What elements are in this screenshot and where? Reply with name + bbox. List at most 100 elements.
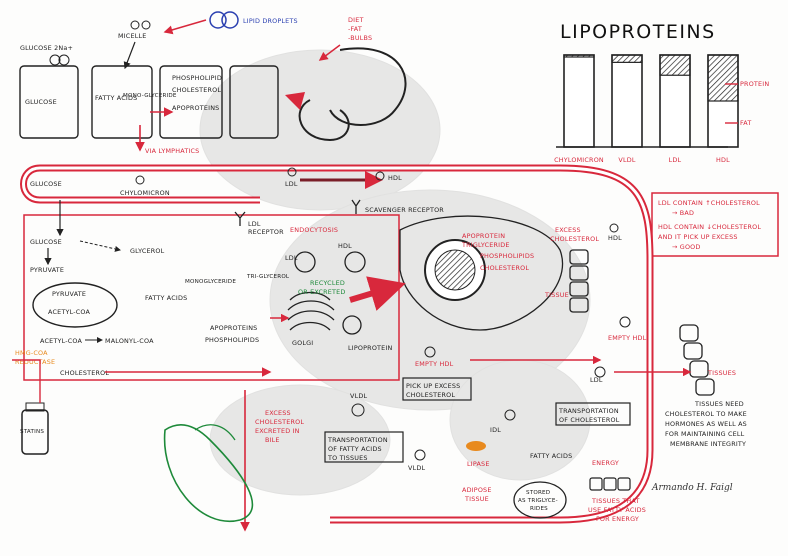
monoglyceride-label-top: MONO-GLYCERIDE <box>123 93 177 99</box>
empty-hdl-right: EMPTY HDL <box>608 334 647 342</box>
bile-excess-3: EXCRETED IN <box>255 427 300 435</box>
liver-cholesterol: CHOLESTEROL <box>480 264 529 272</box>
fat-bar-vldl <box>611 54 643 148</box>
fatty-acids-label-top: FATTY ACIDS <box>95 94 137 102</box>
chylomicron-label: CHYLOMICRON <box>120 189 170 197</box>
fatty-acids-bottom: FATTY ACIDS <box>530 452 572 460</box>
ldl-receptor-2: RECEPTOR <box>248 228 284 236</box>
recycled-1: RECYCLED <box>310 279 345 287</box>
mito-acetyl-coa: ACETYL-COA <box>48 308 91 316</box>
legend-box <box>651 192 779 257</box>
cell-triglycerol: TRI-GLYCEROL <box>246 274 290 280</box>
cell-acetyl-coa: ACETYL-COA <box>40 337 83 345</box>
ldl-top-label: LDL <box>285 180 298 188</box>
category-label-ldl: LDL <box>669 156 682 164</box>
tissues-energy-1: TISSUES THAT <box>591 497 640 505</box>
cell-glucose: GLUCOSE <box>30 238 62 246</box>
protein-bar-chylomicron <box>563 54 595 58</box>
scavenger-receptor-icon <box>351 199 361 214</box>
transport-fa-box <box>324 431 404 463</box>
composition-chart: CHYLOMICRON VLDL LDL HDL <box>554 54 739 164</box>
legend-protein: PROTEIN <box>740 80 769 88</box>
lipoprotein-label: LIPOPROTEIN <box>348 344 392 352</box>
hdl-inside: HDL <box>338 242 352 250</box>
excess-cholesterol-1: EXCESS <box>555 226 581 234</box>
recycled-2: OR EXCRETED <box>298 288 345 296</box>
page-title: LIPOPROTEINS <box>560 21 716 43</box>
mitochondrion <box>32 282 118 328</box>
golgi-label: GOLGI <box>292 339 313 347</box>
tissues-need-5: MEMBRANE INTEGRITY <box>670 440 746 448</box>
scavenger-label: SCAVENGER RECEPTOR <box>365 206 444 214</box>
tissues-energy-3: FOR ENERGY <box>596 515 639 523</box>
tissue-cells <box>569 249 589 313</box>
stored-3: RIDES <box>530 506 548 512</box>
vldl-label-1: VLDL <box>350 392 367 400</box>
category-label-hdl: HDL <box>716 156 730 164</box>
bile-excess-1: EXCESS <box>265 409 291 417</box>
hdl-good: → GOOD <box>672 243 701 251</box>
golgi-icon <box>287 291 335 331</box>
lipid-droplets-label: LIPID DROPLETS <box>243 17 298 25</box>
bile-excess-4: BILE <box>265 436 280 444</box>
hmg-coa-2: REDUCTASE <box>15 358 55 366</box>
lipid-droplet-icon <box>209 11 227 29</box>
tissue-label: TISSUE <box>544 291 569 299</box>
glucose-label-1: GLUCOSE <box>25 98 57 106</box>
cell-phospholipids: PHOSPHOLIPIDS <box>205 336 259 344</box>
diet-bulbs: -BULBS <box>348 34 372 42</box>
statins-label: STATINS <box>20 429 44 435</box>
hdl-label-right: HDL <box>608 234 622 242</box>
tissues-label: TISSUES <box>707 369 736 377</box>
cell-monoglyceride: MONOGLYCERIDE <box>185 279 236 285</box>
ldl-inside: LDL <box>285 254 298 262</box>
hdl-note-2: AND IT PICK UP EXCESS <box>658 233 738 241</box>
arrow-icon <box>285 92 305 110</box>
via-lymphatics-label: VIA LYMPHATICS <box>145 147 199 155</box>
diet-fat: -FAT <box>348 25 362 33</box>
mito-pyruvate: PYRUVATE <box>52 290 86 298</box>
liver-phospholipids: PHOSPHOLIPIDS <box>480 252 534 260</box>
protein-bar-vldl <box>611 54 643 63</box>
tissues-need-2: CHOLESTEROL TO MAKE <box>665 410 747 418</box>
legend-fat: FAT <box>740 119 751 127</box>
stored-2: AS TRIGLYCE- <box>518 498 558 504</box>
ldl-bad: → BAD <box>672 209 694 217</box>
hdl-top-label: HDL <box>388 174 402 182</box>
phospholipid-label: PHOSPHOLIPID <box>172 74 222 82</box>
idl-label: IDL <box>490 426 501 434</box>
adipose-cell-icon <box>513 481 567 519</box>
cell-malonyl-coa: MALONYL-COA <box>105 337 154 345</box>
cell-apoproteins: APOPROTEINS <box>210 324 257 332</box>
cell-pyruvate: PYRUVATE <box>30 266 64 274</box>
bile-excess-2: CHOLESTEROL <box>255 418 304 426</box>
category-label-vldl: VLDL <box>618 156 635 164</box>
lipase-icon <box>466 441 486 451</box>
hmg-coa-1: HMG-COA <box>15 349 48 357</box>
energy-tissue-icon <box>589 477 631 491</box>
liver-apoprotein: APOPROTEIN <box>462 232 505 240</box>
transport-ch-2: OF CHOLESTEROL <box>559 416 620 424</box>
chylomicron-icon <box>135 175 145 185</box>
tissue-chain-icon <box>679 324 715 396</box>
ldl-receptor-icon <box>234 211 246 226</box>
diet-label: DIET <box>348 16 364 24</box>
pick-up-box <box>402 377 472 401</box>
ldl-label-bottom: LDL <box>590 376 603 384</box>
statins-bottle-icon <box>21 409 49 455</box>
tissues-need-1: TISSUES NEED <box>694 400 744 408</box>
cell-glycerol: GLYCEROL <box>130 247 165 255</box>
cholesterol-label-top: CHOLESTEROL <box>172 86 221 94</box>
transport-fa-1: TRANSPORTATION <box>327 436 388 444</box>
fat-bar-chylomicron <box>563 54 595 148</box>
lipid-droplet-icon <box>221 11 239 29</box>
cell-fatty-acids: FATTY ACIDS <box>145 294 187 302</box>
liver-triglyceride: TRIGLYCERIDE <box>461 241 510 249</box>
empty-hdl-center: EMPTY HDL <box>415 360 454 368</box>
glucose-na-label: GLUCOSE 2Na+ <box>20 44 73 52</box>
tissues-need-3: HORMONES AS WELL AS <box>665 420 747 428</box>
protein-bar-ldl <box>659 54 691 76</box>
pick-up-1: PICK UP EXCESS <box>406 382 460 390</box>
